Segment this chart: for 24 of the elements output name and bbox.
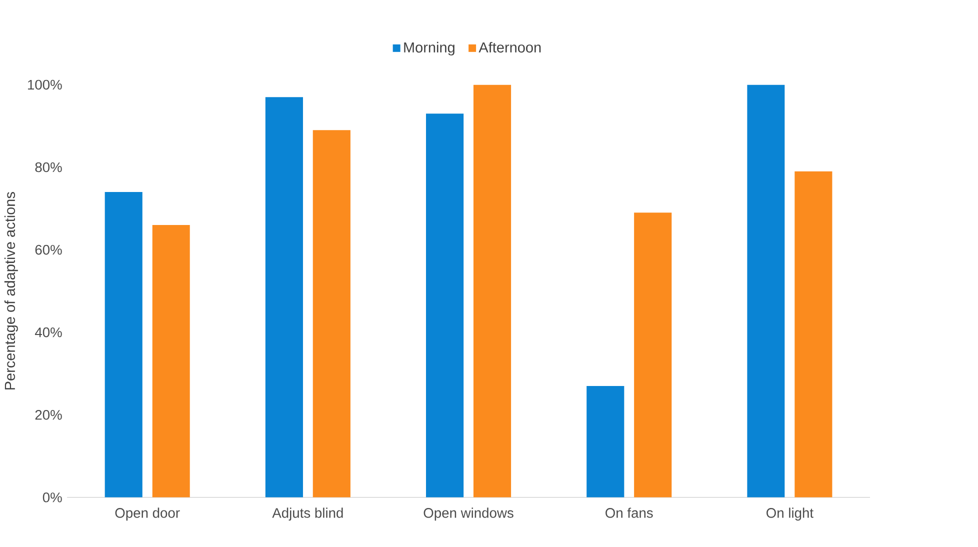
bar <box>426 114 464 498</box>
x-tick-label: Open windows <box>424 508 514 521</box>
bar <box>104 192 142 498</box>
y-tick-label: 40% <box>34 328 62 338</box>
x-tick-label: Open door <box>115 508 180 521</box>
bar <box>473 84 512 498</box>
x-tick-label: On fans <box>606 508 653 518</box>
x-tick-label: On light <box>766 508 814 521</box>
y-tick-label: 20% <box>35 410 62 420</box>
y-tick-label: 0% <box>42 492 62 502</box>
bar <box>586 386 624 498</box>
bar <box>312 130 350 498</box>
bar <box>152 225 190 498</box>
y-axis-title: Percentage of adaptive actions <box>4 192 18 390</box>
bar <box>747 84 785 498</box>
bar <box>794 171 832 498</box>
bar <box>634 212 672 498</box>
y-tick-label: 100% <box>28 80 62 90</box>
y-tick-label: 80% <box>35 162 62 172</box>
bar <box>265 97 303 498</box>
y-tick-label: 60% <box>35 244 62 255</box>
legend-label: Morning <box>404 42 454 56</box>
legend-label: Afternoon <box>478 42 541 53</box>
x-tick-label: Adjuts blind <box>272 508 343 521</box>
